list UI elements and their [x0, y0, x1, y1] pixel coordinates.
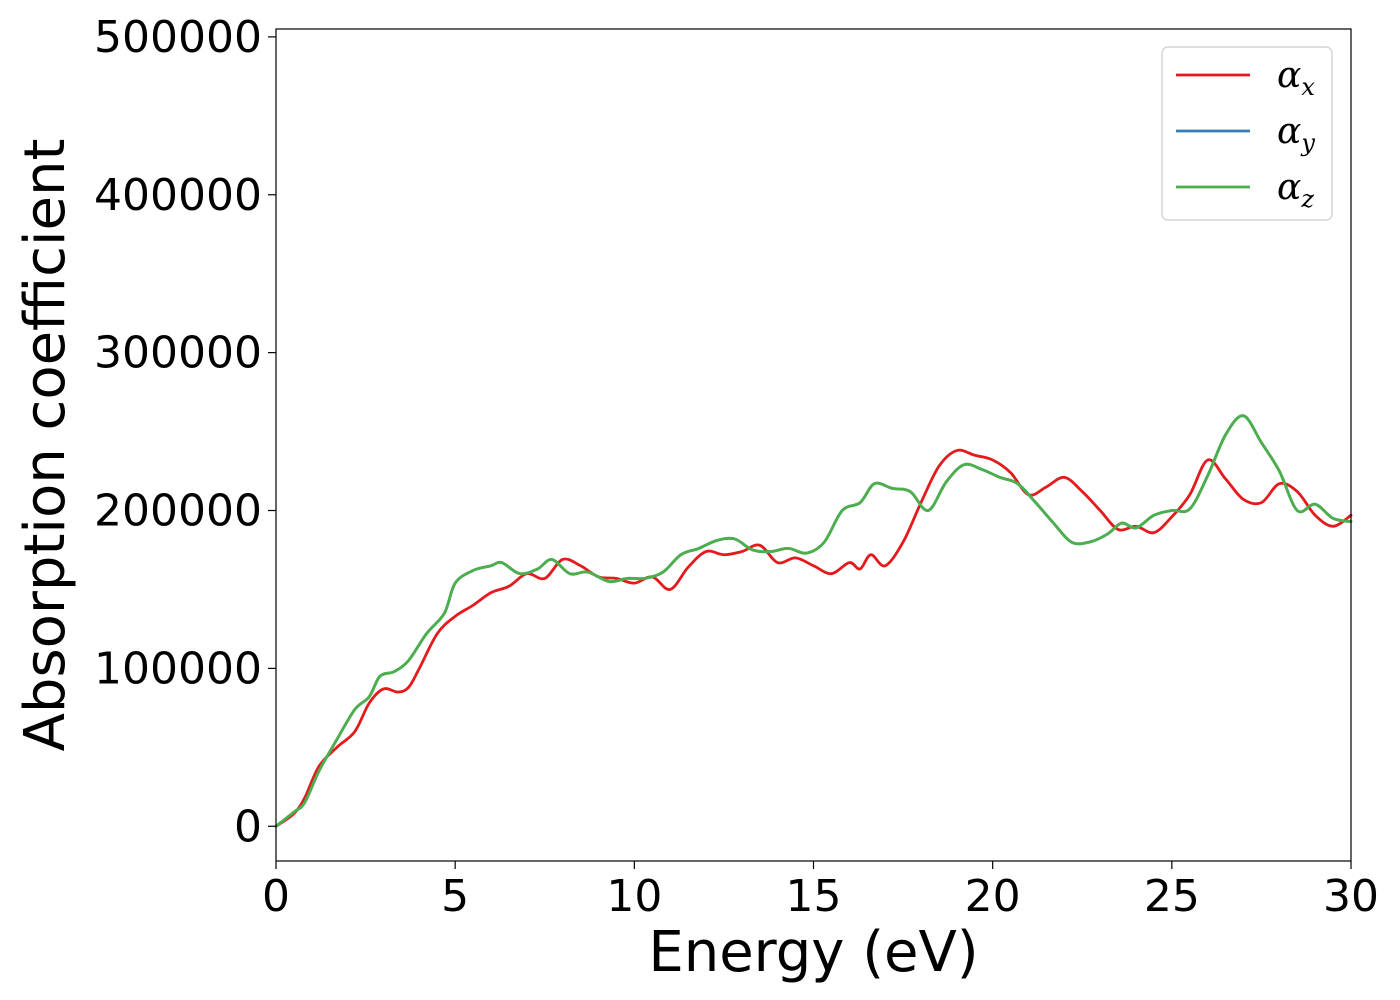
legend: αx αy αz [1161, 46, 1333, 221]
x-tick-label: 20 [965, 871, 1021, 922]
series-line-x [274, 448, 1353, 828]
x-tick-label: 30 [1323, 871, 1379, 922]
legend-box [1161, 46, 1333, 221]
legend-label-z: αz [1277, 167, 1314, 213]
x-tick-label: 5 [441, 871, 469, 922]
series-line-z [274, 414, 1353, 828]
x-tick-label: 0 [262, 871, 290, 922]
x-tick-label: 15 [786, 871, 842, 922]
y-tick-label: 200000 [94, 486, 262, 537]
y-axis-title: Absorption coefficient [13, 139, 78, 752]
y-tick-label: 400000 [94, 170, 262, 221]
y-axis: 0 100000 200000 300000 400000 500000 [94, 12, 276, 852]
series-layer [274, 414, 1353, 828]
y-tick-label: 0 [234, 801, 262, 852]
y-tick-label: 300000 [94, 328, 262, 379]
y-tick-label: 500000 [94, 12, 262, 63]
y-tick-label: 100000 [94, 643, 262, 694]
legend-label-x: αx [1277, 55, 1315, 101]
legend-label-y: αy [1277, 111, 1315, 157]
x-axis: 0 5 10 15 20 25 30 [262, 861, 1379, 922]
x-tick-label: 25 [1144, 871, 1200, 922]
x-axis-title: Energy (eV) [648, 920, 978, 985]
x-tick-label: 10 [606, 871, 662, 922]
